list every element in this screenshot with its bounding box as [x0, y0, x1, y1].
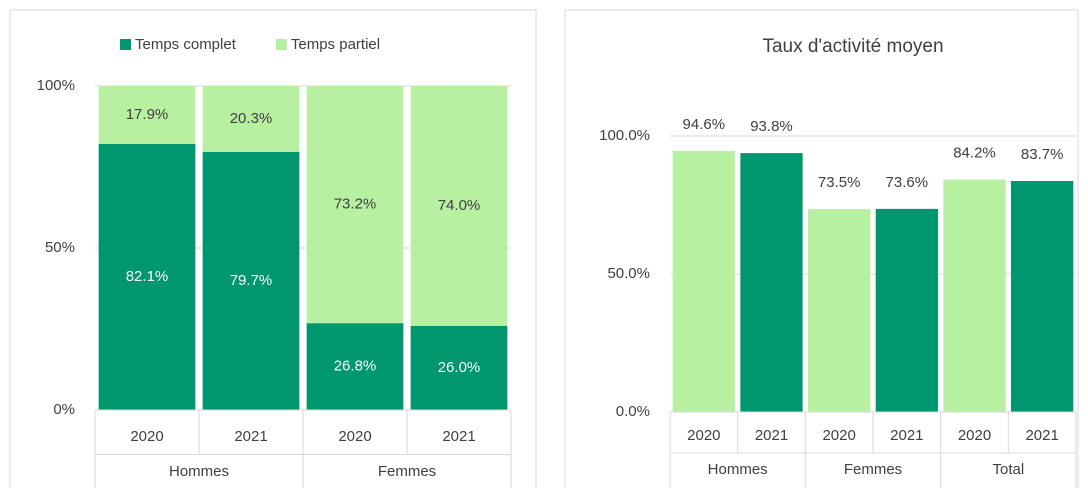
bar-segment [202, 151, 300, 410]
bar-segment [306, 86, 404, 324]
x-tick-label: 2021 [1025, 427, 1058, 444]
bar [740, 153, 803, 412]
group-label: Total [992, 461, 1024, 478]
data-label: 74.0% [438, 197, 481, 214]
bar-segment [410, 86, 508, 326]
chart: Taux d'activité moyen 0.0% 50.0% 100.0% 94.6… [564, 9, 1079, 488]
x-tick-label: 2021 [890, 427, 923, 444]
x-tick-label: 2020 [687, 427, 720, 444]
legend-label: Temps complet [135, 36, 237, 53]
x-tick-label: 2020 [338, 428, 371, 445]
data-label: 26.8% [334, 358, 377, 375]
y-tick-label: 100% [37, 77, 75, 94]
group-label: Femmes [378, 463, 436, 480]
bar [808, 209, 871, 412]
bar [943, 179, 1006, 412]
bar-segment [202, 86, 300, 152]
data-label: 79.7% [230, 272, 273, 289]
x-tick-label: 2020 [958, 427, 991, 444]
x-tick-label: 2021 [442, 428, 475, 445]
bar [672, 150, 735, 413]
y-tick-label: 100.0% [599, 127, 650, 144]
x-tick-label: 2021 [234, 428, 267, 445]
bar [1011, 180, 1074, 412]
x-tick-label: 2021 [755, 427, 788, 444]
data-label: 94.6% [683, 116, 726, 133]
data-label: 73.6% [886, 174, 929, 191]
legend-swatch [120, 39, 131, 50]
group-label: Femmes [844, 461, 902, 478]
chart-frame [9, 9, 537, 488]
x-tick-label: 2020 [130, 428, 163, 445]
data-label: 73.2% [334, 196, 377, 213]
data-label: 83.7% [1021, 146, 1064, 163]
group-label: Hommes [169, 463, 229, 480]
data-label: 17.9% [126, 106, 169, 123]
chart-frame [564, 9, 1079, 488]
data-label: 93.8% [750, 118, 793, 135]
bar-segment [98, 86, 196, 144]
y-tick-label: 0.0% [616, 403, 650, 420]
legend-swatch [275, 39, 287, 50]
bar-segment [410, 325, 508, 410]
group-label: Hommes [708, 461, 768, 478]
bar-segment [98, 143, 196, 410]
data-label: 20.3% [230, 110, 273, 127]
legend-label: Temps partiel [291, 36, 380, 53]
data-label: 73.5% [818, 174, 861, 191]
data-label: 84.2% [953, 145, 996, 162]
y-tick-label: 50.0% [607, 265, 650, 282]
bar-segment [306, 323, 404, 410]
x-tick-label: 2020 [822, 427, 855, 444]
chart: 0% 50% 100% 82.1% 17.9% 2020 79.7% 20.3% 2021 26.… [9, 9, 537, 488]
data-label: 82.1% [126, 268, 169, 285]
y-tick-label: 0% [53, 401, 75, 418]
chart-title: Taux d'activité moyen [762, 36, 943, 57]
y-tick-label: 50% [45, 239, 75, 256]
data-label: 26.0% [438, 359, 481, 376]
bar [875, 208, 938, 412]
